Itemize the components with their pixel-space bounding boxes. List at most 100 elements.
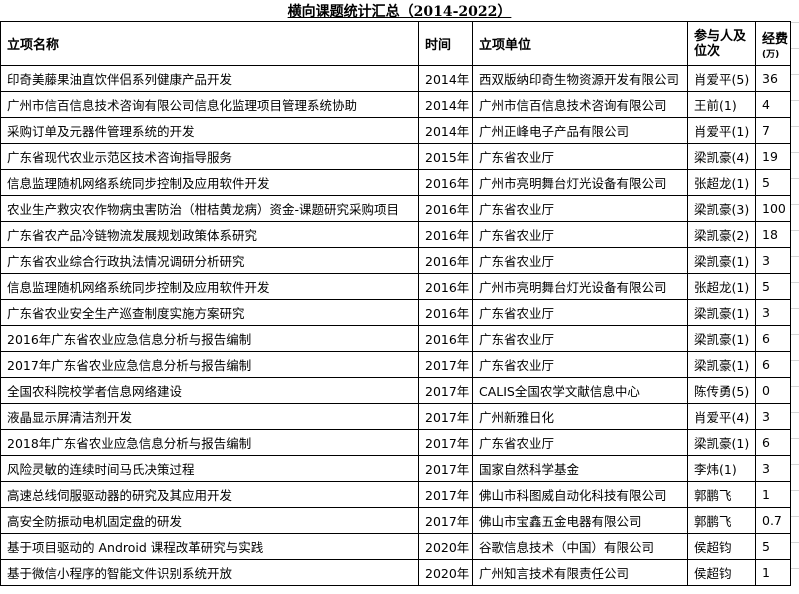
cell-unit[interactable]: 广州市信百信息技术咨询有限公司: [472, 91, 688, 118]
cell-person[interactable]: 郭鹏飞: [687, 507, 756, 534]
cell-unit[interactable]: 广州正峰电子产品有限公司: [472, 117, 688, 144]
cell-person[interactable]: 梁凯豪(1): [687, 247, 756, 274]
cell-unit[interactable]: 西双版纳印奇生物资源开发有限公司: [472, 65, 688, 92]
cell-person[interactable]: 郭鹏飞: [687, 481, 756, 508]
cell-time[interactable]: 2016年: [418, 195, 473, 222]
cell-time[interactable]: 2016年: [418, 273, 473, 300]
cell-name[interactable]: 全国农科院校学者信息网络建设: [0, 377, 419, 404]
cell-name[interactable]: 采购订单及元器件管理系统的开发: [0, 117, 419, 144]
cell-person[interactable]: 陈传勇(5): [687, 377, 756, 404]
header-name[interactable]: 立项名称: [0, 21, 419, 66]
cell-unit[interactable]: 国家自然科学基金: [472, 455, 688, 482]
cell-person[interactable]: 侯超钧: [687, 559, 756, 586]
cell-name[interactable]: 2016年广东省农业应急信息分析与报告编制: [0, 325, 419, 352]
cell-fee[interactable]: 3: [755, 403, 791, 430]
cell-name[interactable]: 基于微信小程序的智能文件识别系统开放: [0, 559, 419, 586]
cell-name[interactable]: 印奇美藤果油直饮伴侣系列健康产品开发: [0, 65, 419, 92]
cell-fee[interactable]: 1: [755, 559, 791, 586]
cell-time[interactable]: 2017年: [418, 429, 473, 456]
cell-person[interactable]: 梁凯豪(1): [687, 299, 756, 326]
cell-person[interactable]: 张超龙(1): [687, 273, 756, 300]
cell-person[interactable]: 梁凯豪(1): [687, 429, 756, 456]
cell-name[interactable]: 广州市信百信息技术咨询有限公司信息化监理项目管理系统协助: [0, 91, 419, 118]
cell-person[interactable]: 肖爱平(5): [687, 65, 756, 92]
cell-person[interactable]: 李炜(1): [687, 455, 756, 482]
cell-unit[interactable]: 广东省农业厅: [472, 221, 688, 248]
cell-fee[interactable]: 3: [755, 455, 791, 482]
cell-time[interactable]: 2017年: [418, 507, 473, 534]
cell-time[interactable]: 2020年: [418, 533, 473, 560]
cell-time[interactable]: 2017年: [418, 351, 473, 378]
cell-time[interactable]: 2016年: [418, 169, 473, 196]
cell-time[interactable]: 2017年: [418, 377, 473, 404]
cell-fee[interactable]: 6: [755, 325, 791, 352]
cell-name[interactable]: 信息监理随机网络系统同步控制及应用软件开发: [0, 169, 419, 196]
cell-unit[interactable]: CALIS全国农学文献信息中心: [472, 377, 688, 404]
cell-time[interactable]: 2016年: [418, 325, 473, 352]
cell-time[interactable]: 2014年: [418, 91, 473, 118]
cell-name[interactable]: 信息监理随机网络系统同步控制及应用软件开发: [0, 273, 419, 300]
cell-person[interactable]: 梁凯豪(2): [687, 221, 756, 248]
cell-fee[interactable]: 100: [755, 195, 791, 222]
cell-unit[interactable]: 广州新雅日化: [472, 403, 688, 430]
cell-name[interactable]: 2017年广东省农业应急信息分析与报告编制: [0, 351, 419, 378]
cell-person[interactable]: 肖爱平(4): [687, 403, 756, 430]
cell-fee[interactable]: 3: [755, 299, 791, 326]
header-time[interactable]: 时间: [418, 21, 473, 66]
cell-name[interactable]: 2018年广东省农业应急信息分析与报告编制: [0, 429, 419, 456]
cell-unit[interactable]: 广东省农业厅: [472, 351, 688, 378]
cell-fee[interactable]: 0: [755, 377, 791, 404]
header-unit[interactable]: 立项单位: [472, 21, 688, 66]
cell-unit[interactable]: 广东省农业厅: [472, 325, 688, 352]
cell-name[interactable]: 高安全防振动电机固定盘的研发: [0, 507, 419, 534]
cell-name[interactable]: 广东省农业综合行政执法情况调研分析研究: [0, 247, 419, 274]
cell-fee[interactable]: 0.7: [755, 507, 791, 534]
cell-name[interactable]: 高速总线伺服驱动器的研究及其应用开发: [0, 481, 419, 508]
cell-time[interactable]: 2017年: [418, 481, 473, 508]
cell-time[interactable]: 2016年: [418, 247, 473, 274]
cell-name[interactable]: 广东省农业安全生产巡查制度实施方案研究: [0, 299, 419, 326]
cell-name[interactable]: 农业生产救灾农作物病虫害防治（柑桔黄龙病）资金-课题研究采购项目: [0, 195, 419, 222]
cell-person[interactable]: 肖爱平(1): [687, 117, 756, 144]
header-person[interactable]: 参与人及位次: [687, 21, 756, 66]
cell-person[interactable]: 侯超钧: [687, 533, 756, 560]
cell-person[interactable]: 梁凯豪(1): [687, 351, 756, 378]
cell-unit[interactable]: 佛山市宝鑫五金电器有限公司: [472, 507, 688, 534]
cell-unit[interactable]: 佛山市科图威自动化科技有限公司: [472, 481, 688, 508]
cell-fee[interactable]: 1: [755, 481, 791, 508]
cell-unit[interactable]: 广州市亮明舞台灯光设备有限公司: [472, 273, 688, 300]
cell-unit[interactable]: 广州市亮明舞台灯光设备有限公司: [472, 169, 688, 196]
cell-fee[interactable]: 36: [755, 65, 791, 92]
cell-unit[interactable]: 谷歌信息技术（中国）有限公司: [472, 533, 688, 560]
cell-unit[interactable]: 广东省农业厅: [472, 143, 688, 170]
cell-time[interactable]: 2014年: [418, 65, 473, 92]
cell-person[interactable]: 梁凯豪(4): [687, 143, 756, 170]
cell-time[interactable]: 2016年: [418, 221, 473, 248]
cell-fee[interactable]: 6: [755, 351, 791, 378]
cell-unit[interactable]: 广东省农业厅: [472, 299, 688, 326]
cell-fee[interactable]: 3: [755, 247, 791, 274]
cell-time[interactable]: 2014年: [418, 117, 473, 144]
cell-time[interactable]: 2017年: [418, 455, 473, 482]
cell-name[interactable]: 风险灵敏的连续时间马氏决策过程: [0, 455, 419, 482]
cell-fee[interactable]: 7: [755, 117, 791, 144]
cell-fee[interactable]: 5: [755, 273, 791, 300]
cell-name[interactable]: 液晶显示屏清洁剂开发: [0, 403, 419, 430]
cell-time[interactable]: 2015年: [418, 143, 473, 170]
cell-time[interactable]: 2016年: [418, 299, 473, 326]
cell-time[interactable]: 2020年: [418, 559, 473, 586]
cell-person[interactable]: 张超龙(1): [687, 169, 756, 196]
cell-fee[interactable]: 5: [755, 169, 791, 196]
cell-name[interactable]: 广东省农产品冷链物流发展规划政策体系研究: [0, 221, 419, 248]
header-fee[interactable]: 经费 (万): [755, 21, 791, 66]
cell-fee[interactable]: 19: [755, 143, 791, 170]
cell-name[interactable]: 基于项目驱动的 Android 课程改革研究与实践: [0, 533, 419, 560]
cell-name[interactable]: 广东省现代农业示范区技术咨询指导服务: [0, 143, 419, 170]
cell-person[interactable]: 王前(1): [687, 91, 756, 118]
cell-fee[interactable]: 5: [755, 533, 791, 560]
cell-fee[interactable]: 4: [755, 91, 791, 118]
cell-person[interactable]: 梁凯豪(1): [687, 325, 756, 352]
cell-unit[interactable]: 广东省农业厅: [472, 429, 688, 456]
cell-person[interactable]: 梁凯豪(3): [687, 195, 756, 222]
cell-fee[interactable]: 18: [755, 221, 791, 248]
